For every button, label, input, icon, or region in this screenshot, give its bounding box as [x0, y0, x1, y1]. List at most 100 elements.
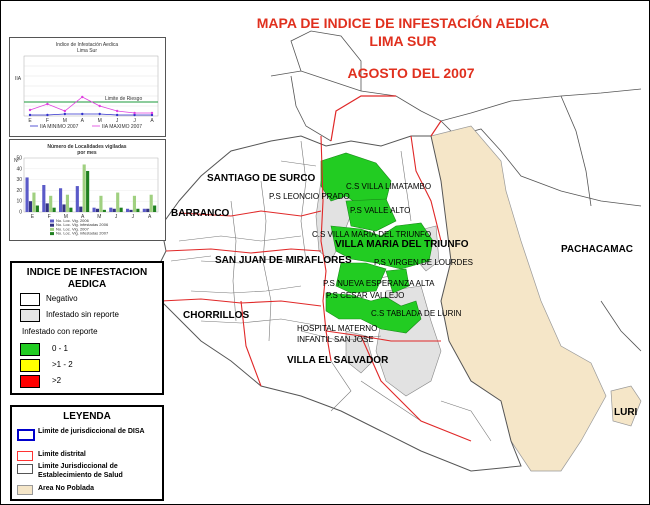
loc-legend-label: No. Loc. Vig. infestadas 2006	[56, 222, 109, 227]
loc-bar	[25, 177, 29, 212]
iia-xtick: E	[28, 118, 32, 124]
loc-legend-label: No. Loc. Vig. 2007	[56, 226, 90, 231]
loc-bar	[92, 207, 96, 212]
iia-point	[98, 104, 101, 108]
loc-bar	[69, 207, 73, 212]
facility-cesar: P.S CESAR VALLEJO	[326, 291, 405, 300]
iia-xtick: J	[133, 118, 136, 124]
chart-iia-series	[28, 95, 154, 117]
chart-loc-title1: Número de Localidades vigiladas	[47, 144, 126, 150]
chart-iia-legend-min: IIA MINIMO 2007	[40, 124, 79, 130]
iia-point	[63, 112, 67, 116]
facility-hospital-1: HOSPITAL MATERNO	[297, 324, 378, 333]
district-pachacamac: PACHACAMAC	[561, 244, 634, 255]
iia-point	[63, 109, 67, 113]
loc-bar	[75, 186, 79, 212]
loc-bar	[136, 208, 140, 212]
chart-loc-bars	[25, 164, 157, 212]
label-no-poblada: Area No Poblada	[38, 485, 95, 492]
infestation-legend: INDICE DE INFESTACION AEDICA Negativo In…	[10, 261, 164, 395]
iia-point	[46, 113, 49, 117]
iia-point	[115, 113, 119, 117]
label-range2: >1 - 2	[52, 360, 73, 369]
facility-leoncio: P.S LEONCIO PRADO	[269, 192, 350, 201]
iia-xtick: A	[150, 118, 154, 124]
loc-bar	[28, 201, 33, 212]
district-barranco: BARRANCO	[171, 208, 230, 219]
chart-iia-legend-max: IIA MAXIMO 2007	[102, 124, 142, 130]
district-ves: VILLA EL SALVADOR	[287, 355, 389, 366]
label-range3: >2	[52, 376, 62, 385]
zone-tablada	[325, 292, 422, 334]
iia-series-line-0	[30, 113, 152, 116]
map-title-line1: MAPA DE INDICE DE INFESTACIÓN AEDICA	[256, 15, 550, 31]
district-surco: SANTIAGO DE SURCO	[207, 173, 316, 184]
district-sjm: SAN JUAN DE MIRAFLORES	[215, 255, 352, 266]
iia-point	[115, 109, 119, 113]
iia-point	[150, 111, 154, 115]
loc-legend-label: No. Loc. Vig. infestadas 2007	[56, 231, 109, 236]
loc-ytick: 10	[16, 199, 22, 205]
iia-point	[81, 112, 84, 116]
iia-xtick: F	[46, 118, 49, 124]
iia-point	[150, 113, 154, 117]
loc-xtick: A	[148, 214, 152, 220]
facility-valle-alto: P.S VALLE ALTO	[350, 206, 411, 215]
label-sin-reporte: Infestado sin reporte	[46, 310, 119, 319]
loc-ytick: 0	[19, 210, 22, 216]
zone-vmt	[330, 222, 434, 270]
loc-bar	[59, 188, 63, 212]
zone-small	[385, 268, 410, 294]
loc-xtick: F	[48, 214, 51, 220]
loc-xtick: J	[115, 214, 118, 220]
no-poblada-lurin	[610, 385, 642, 427]
chart-loc-title2: por mes	[77, 150, 97, 156]
loc-bar	[86, 170, 90, 212]
label-con-reporte: Infestado con reporte	[22, 327, 98, 336]
loc-bar	[119, 207, 123, 212]
loc-bar	[45, 203, 49, 212]
loc-xtick: J	[132, 214, 135, 220]
facility-virgen: P.S VIRGEN DE LOURDES	[374, 258, 473, 267]
chart-iia: Indice de Infestación Aedica Lima Sur II…	[15, 42, 159, 130]
label-distrital: Limite distrital	[38, 451, 86, 458]
loc-legend-swatch	[50, 232, 54, 236]
loc-ytick: 40	[16, 166, 22, 172]
chart-loc-ylabel: Nº	[14, 158, 20, 164]
loc-legend-swatch	[50, 227, 54, 231]
loc-bar	[146, 208, 150, 212]
swatch-sin-reporte	[20, 309, 40, 322]
iia-point	[133, 111, 136, 115]
iia-point	[46, 102, 49, 106]
iia-point	[28, 108, 32, 112]
label-disa-1: Limite de jurisdiccional de DISA	[38, 428, 145, 435]
map-title-line2: LIMA SUR	[369, 33, 437, 49]
chart-iia-ylabel: IIA	[15, 76, 22, 82]
loc-bar	[142, 208, 146, 212]
leyenda-title: LEYENDA	[63, 411, 111, 422]
loc-bar	[65, 194, 70, 212]
infestation-legend-title2: AEDICA	[67, 279, 107, 290]
iia-xtick: A	[81, 118, 85, 124]
swatch-range2	[20, 359, 40, 372]
loc-xtick: E	[31, 214, 35, 220]
loc-bar	[109, 207, 113, 212]
loc-bar	[35, 205, 39, 212]
infestation-legend-title1: INDICE DE INFESTACION	[26, 267, 148, 278]
loc-legend-swatch	[50, 219, 54, 223]
facility-tablada: C.S TABLADA DE LURIN	[371, 309, 462, 318]
loc-bar	[79, 206, 83, 212]
loc-bar	[153, 205, 157, 212]
swatch-negativo	[20, 293, 40, 306]
chart-localidades-panel: Número de Localidades vigiladas por mes …	[9, 139, 166, 241]
label-establecimiento: Limite Jurisdiccional de Establecimiento…	[38, 463, 123, 479]
iia-point	[28, 113, 32, 117]
loc-ytick: 50	[16, 156, 22, 162]
loc-bar	[129, 209, 133, 212]
loc-xtick: M	[97, 214, 101, 220]
loc-ytick: 20	[16, 188, 22, 194]
loc-bar	[49, 195, 53, 212]
